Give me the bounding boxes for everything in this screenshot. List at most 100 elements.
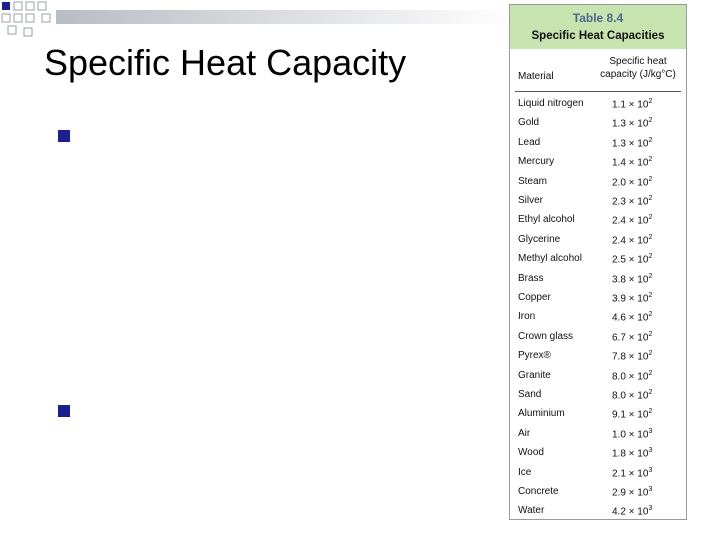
material-cell: Iron bbox=[518, 311, 536, 323]
table-header-band bbox=[510, 5, 686, 49]
value-cell: 2.0 × 102 bbox=[612, 175, 653, 188]
material-cell: Liquid nitrogen bbox=[518, 98, 584, 109]
value-exponent: 2 bbox=[648, 253, 653, 261]
table-row: Glycerine 2.4 × 102 bbox=[510, 234, 686, 253]
value-cell: 2.5 × 102 bbox=[612, 253, 653, 266]
table-row: Sand 8.0 × 102 bbox=[510, 389, 686, 408]
value-cell: 3.9 × 102 bbox=[612, 292, 653, 305]
value-cell: 2.4 × 102 bbox=[612, 233, 653, 247]
value-cell: 2.1 × 103 bbox=[612, 466, 653, 479]
value-exponent: 2 bbox=[648, 408, 653, 416]
value-exponent: 2 bbox=[648, 350, 653, 358]
table-row: Ethyl alcohol 2.4 × 102 bbox=[510, 214, 686, 233]
value-cell: 1.3 × 102 bbox=[612, 117, 653, 130]
value-mantissa: 2.1 bbox=[612, 467, 626, 479]
value-exponent: 3 bbox=[648, 505, 653, 513]
value-exponent: 2 bbox=[648, 389, 653, 396]
table-row: Copper 3.9 × 102 bbox=[510, 292, 686, 311]
value-cell: 1.1 × 102 bbox=[612, 98, 653, 111]
value-mantissa: 2.5 bbox=[612, 254, 626, 266]
value-exponent: 2 bbox=[648, 311, 653, 319]
table-row: Pyrex® 7.8 × 102 bbox=[510, 350, 686, 369]
value-exponent: 2 bbox=[648, 98, 653, 105]
value-exponent: 3 bbox=[648, 427, 653, 435]
table-row: Mercury 1.4 × 102 bbox=[510, 156, 686, 175]
value-mantissa: 2.3 bbox=[612, 196, 626, 208]
value-mantissa: 4.2 bbox=[612, 506, 626, 518]
material-cell: Ice bbox=[518, 466, 532, 478]
value-mantissa: 3.8 bbox=[612, 273, 626, 285]
value-exponent: 2 bbox=[648, 214, 653, 222]
table-row: Wood 1.8 × 103 bbox=[510, 447, 686, 466]
table-row: Iron 4.6 × 102 bbox=[510, 311, 686, 330]
value-cell: 4.6 × 102 bbox=[612, 311, 653, 324]
value-exponent: 2 bbox=[648, 117, 653, 125]
value-mantissa: 1.8 bbox=[612, 448, 626, 460]
material-cell: Wood bbox=[518, 447, 544, 459]
table-rule bbox=[515, 91, 681, 92]
value-exponent: 2 bbox=[648, 369, 653, 377]
value-exponent: 3 bbox=[648, 466, 653, 474]
value-cell: 2.9 × 103 bbox=[612, 486, 653, 499]
column-header-material: Material bbox=[518, 71, 554, 82]
column-header-value-line2: capacity (J/kg°C) bbox=[600, 69, 676, 80]
table-row: Aluminium 9.1 × 102 bbox=[510, 408, 686, 427]
table-row: Ice 2.1 × 103 bbox=[510, 467, 686, 486]
material-cell: Mercury bbox=[518, 156, 555, 168]
value-mantissa: 3.9 bbox=[612, 293, 626, 305]
value-mantissa: 1.4 bbox=[612, 157, 626, 169]
material-cell: Sand bbox=[518, 389, 542, 400]
value-exponent: 2 bbox=[648, 292, 653, 299]
table-title: Specific Heat Capacities bbox=[531, 30, 665, 42]
material-cell: Concrete bbox=[518, 486, 559, 497]
column-header-value-line1: Specific heat bbox=[609, 56, 667, 67]
material-cell: Crown glass bbox=[518, 330, 574, 342]
value-cell: 2.4 × 102 bbox=[612, 214, 653, 227]
value-cell: 8.0 × 102 bbox=[612, 369, 653, 382]
table-row: Methyl alcohol 2.5 × 102 bbox=[510, 253, 686, 272]
value-exponent: 2 bbox=[648, 195, 653, 202]
value-exponent: 2 bbox=[648, 272, 653, 280]
value-cell: 8.0 × 102 bbox=[612, 389, 653, 402]
specific-heat-table: Table 8.4 Specific Heat Capacities Mater… bbox=[509, 4, 687, 520]
value-cell: 9.1 × 102 bbox=[612, 408, 653, 421]
value-cell: 1.3 × 102 bbox=[612, 136, 653, 150]
value-exponent: 2 bbox=[648, 330, 653, 338]
value-cell: 7.8 × 102 bbox=[612, 350, 653, 363]
material-cell: Brass bbox=[518, 272, 544, 284]
bullet-marker bbox=[58, 130, 70, 142]
corner-decoration bbox=[1, 1, 516, 37]
material-cell: Water bbox=[518, 505, 545, 517]
material-cell: Aluminium bbox=[518, 408, 565, 420]
table-row: Silver 2.3 × 102 bbox=[510, 195, 686, 214]
column-header-value: Specific heat capacity (J/kg°C) bbox=[590, 55, 686, 81]
value-mantissa: 2.4 bbox=[612, 215, 626, 227]
table-number: Table 8.4 bbox=[572, 11, 624, 25]
value-mantissa: 8.0 bbox=[612, 370, 626, 382]
value-mantissa: 2.0 bbox=[612, 176, 626, 188]
material-cell: Silver bbox=[518, 195, 544, 206]
value-mantissa: 2.9 bbox=[612, 487, 626, 499]
value-cell: 1.0 × 103 bbox=[612, 427, 653, 441]
value-mantissa: 9.1 bbox=[612, 409, 626, 421]
bullet-marker bbox=[58, 405, 70, 417]
material-cell: Lead bbox=[518, 136, 541, 148]
slide-title: Specific Heat Capacity bbox=[44, 42, 407, 83]
value-cell: 6.7 × 102 bbox=[612, 330, 653, 344]
value-exponent: 2 bbox=[648, 175, 653, 183]
material-cell: Gold bbox=[518, 117, 540, 129]
table-row: Air 1.0 × 103 bbox=[510, 428, 686, 447]
value-mantissa: 8.0 bbox=[612, 390, 626, 402]
table-row: Granite 8.0 × 102 bbox=[510, 370, 686, 389]
table-row: Liquid nitrogen 1.1 × 102 bbox=[510, 98, 686, 117]
value-mantissa: 1.3 bbox=[612, 118, 626, 130]
value-cell: 1.4 × 102 bbox=[612, 156, 653, 169]
table-row: Water 4.2 × 103 bbox=[510, 505, 686, 524]
table-row: Gold 1.3 × 102 bbox=[510, 117, 686, 136]
value-exponent: 3 bbox=[648, 486, 653, 493]
material-cell: Glycerine bbox=[518, 233, 561, 245]
value-cell: 3.8 × 102 bbox=[612, 272, 653, 285]
table-row: Steam 2.0 × 102 bbox=[510, 176, 686, 195]
value-mantissa: 2.4 bbox=[612, 235, 626, 247]
table-row: Lead 1.3 × 102 bbox=[510, 137, 686, 156]
